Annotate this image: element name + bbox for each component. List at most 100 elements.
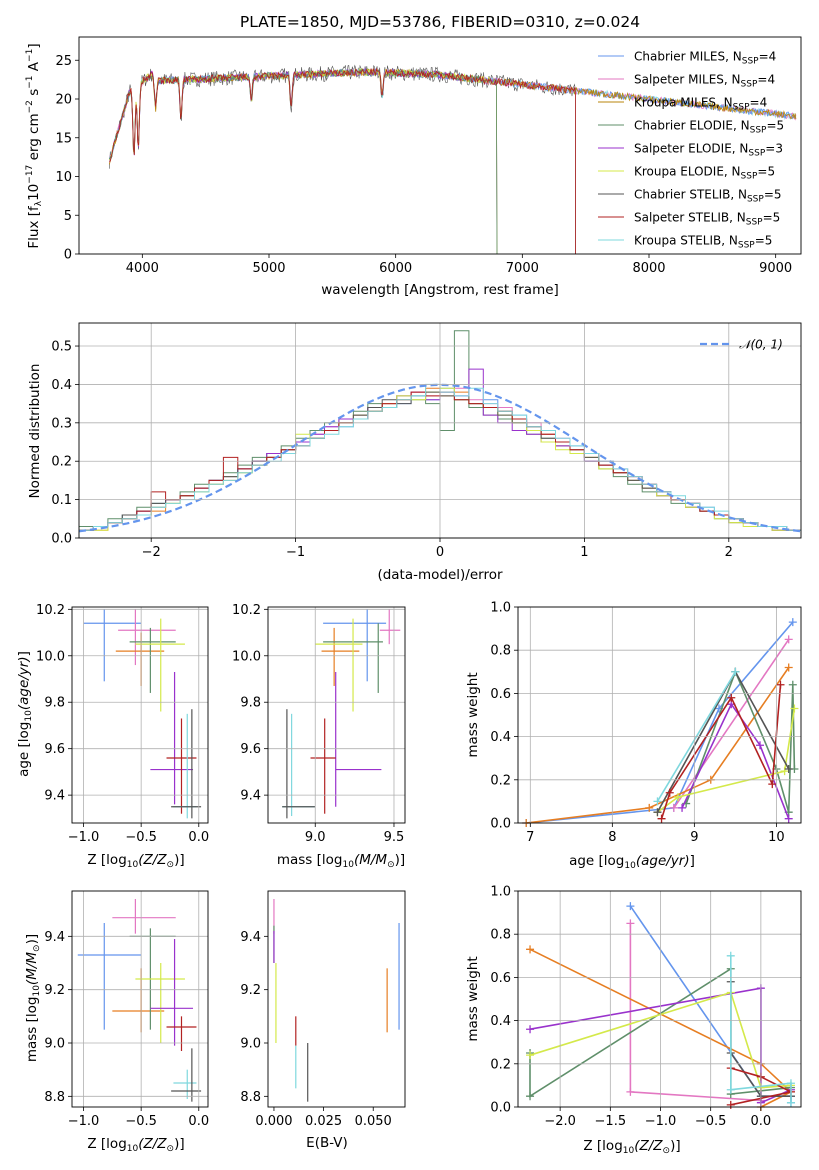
weight-vs-Z-point-8-0 <box>726 951 735 960</box>
spectrum-legend: Chabrier MILES, NSSP=4 Salpeter MILES, NS… <box>598 50 784 251</box>
residuals-xtick-label-1: −1 <box>286 545 305 560</box>
spectrum-title: PLATE=1850, MJD=53786, FIBERID=0310, z=0… <box>240 13 640 31</box>
weight-vs-age-point-4-2 <box>755 741 764 750</box>
weight-vs-Z-point-4-0 <box>526 1025 535 1034</box>
spectrum-ytick-label-2: 10 <box>55 170 72 185</box>
mass-vs-Z-xtick-label-0: −1.0 <box>68 1114 100 1129</box>
residuals-xtick-label-0: −2 <box>142 545 161 560</box>
age-vs-mass-ytick-label-4: 10.2 <box>232 603 261 618</box>
weight-vs-age-ytick-label-2: 0.4 <box>490 730 511 745</box>
mass-vs-Z-errorbar-4 <box>135 963 185 1043</box>
mass-vs-Z-xtick-label-1: −0.5 <box>125 1114 157 1129</box>
weight-vs-age-series-0 <box>526 621 794 824</box>
mass-vs-EBV-panel: 0.000 0.025 0.050 8.8 9.0 9.2 9.4 E(B-V) <box>240 890 406 1151</box>
weight-vs-age-point-2-3 <box>784 663 793 672</box>
mass-vs-Z-errorbar-5 <box>150 939 194 1046</box>
weight-vs-age-point-5-2 <box>780 767 789 776</box>
weight-vs-Z-ytick-label-3: 0.6 <box>490 971 511 986</box>
weight-vs-Z-point-8-3 <box>786 1098 795 1107</box>
spectrum-xtick-label-4: 8000 <box>632 261 665 276</box>
mass-vs-Z-xlabel: Z [log10(Z/Z⊙)] <box>87 1136 184 1154</box>
weight-vs-age-series-5 <box>656 708 796 813</box>
spectrum-line-3 <box>109 68 498 254</box>
age-vs-mass-xtick-label-1: 9.5 <box>384 830 405 845</box>
weight-vs-Z-ytick-label-4: 0.8 <box>490 928 511 943</box>
spectrum-ytick-label-4: 20 <box>55 93 72 108</box>
age-vs-Z-errorbar-2 <box>115 632 165 686</box>
residuals-ylabel: Normed distribution <box>27 364 43 499</box>
mass-vs-EBV-xlabel: E(B-V) <box>306 1135 348 1151</box>
spectrum-ytick-label-5: 25 <box>55 54 72 69</box>
mass-vs-Z-ytick-label-2: 9.2 <box>44 983 65 998</box>
weight-vs-Z-xlabel: Z [log10(Z/Z⊙)] <box>583 1138 680 1156</box>
mass-vs-Z-ytick-label-3: 9.4 <box>44 930 65 945</box>
age-vs-Z-errorbar-3 <box>129 627 176 693</box>
spectrum-line-4 <box>109 67 498 254</box>
weight-vs-age-ylabel: mass weight <box>465 672 481 757</box>
age-vs-Z-xtick-label-1: −0.5 <box>125 830 157 845</box>
age-vs-mass-errorbar-5 <box>335 672 382 807</box>
weight-vs-age-series-4 <box>681 702 790 819</box>
spectrum-legend-label-8: Kroupa STELIB, NSSP=5 <box>634 234 772 251</box>
weight-vs-Z-ytick-label-1: 0.2 <box>490 1057 511 1072</box>
mass-vs-Z-xtick-label-2: 0.0 <box>188 1114 209 1129</box>
residuals-ytick-label-4: 0.4 <box>51 378 72 393</box>
weight-vs-Z-xtick-label-2: −1.0 <box>645 1114 677 1129</box>
weight-vs-Z-ytick-label-5: 1.0 <box>490 885 511 900</box>
spectrum-legend-label-4: Salpeter ELODIE, NSSP=3 <box>634 142 783 159</box>
weight-vs-Z-point-0-0 <box>626 902 635 911</box>
age-vs-mass-errorbar-8 <box>282 709 316 819</box>
weight-vs-age-point-7-3 <box>768 780 777 789</box>
spectrum-ytick-label-3: 15 <box>55 131 72 146</box>
residuals-ytick-label-0: 0.0 <box>51 532 72 547</box>
weight-vs-age-point-8-0 <box>653 797 662 806</box>
residuals-xtick-label-4: 2 <box>725 545 733 560</box>
age-vs-mass-frame <box>267 606 406 824</box>
age-vs-mass-errorbar-1 <box>379 609 401 645</box>
residuals-panel: −2 −1 0 1 2 0.0 0.1 0.2 0.3 0.4 0.5 (data-model)/e… <box>27 322 802 583</box>
age-vs-Z-ytick-label-4: 10.2 <box>36 603 65 618</box>
residuals-legend-label: 𝒩(0, 1) <box>739 338 783 352</box>
mass-vs-EBV-xtick-label-1: 0.025 <box>305 1114 342 1129</box>
weight-vs-Z-point-8-1 <box>726 1085 735 1094</box>
spectrum-xtick-label-2: 6000 <box>379 261 412 276</box>
age-vs-mass-panel: 9.0 9.5 9.4 9.6 9.8 10.0 10.2 mass [log10(M/M⊙… <box>232 603 406 870</box>
age-vs-mass-errorbar-4 <box>315 618 363 712</box>
residuals-xtick-label-3: 1 <box>580 545 588 560</box>
residuals-ytick-label-1: 0.1 <box>51 493 72 508</box>
weight-vs-age-point-3-4 <box>788 680 797 689</box>
residuals-xlabel: (data-model)/error <box>377 567 503 583</box>
age-vs-Z-xlabel: Z [log10(Z/Z⊙)] <box>87 852 184 870</box>
weight-vs-Z-xtick-label-4: 0.0 <box>751 1114 772 1129</box>
weight-vs-age-point-5-1 <box>673 793 682 802</box>
age-vs-Z-errorbar-5 <box>150 672 194 805</box>
age-vs-Z-panel: −1.0 −0.5 0.0 9.4 9.6 9.8 10.0 10.2 Z [log10(Z/… <box>16 603 209 870</box>
weight-vs-Z-point-3-1 <box>526 1092 535 1101</box>
weight-vs-age-frame <box>517 606 802 824</box>
age-vs-mass-xtick-label-0: 9.0 <box>305 830 326 845</box>
age-vs-Z-errorbar-4 <box>135 618 185 712</box>
weight-vs-age-point-1-1 <box>784 635 793 644</box>
weight-vs-age-xtick-label-1: 8 <box>608 830 616 845</box>
mass-vs-Z-frame <box>71 890 209 1108</box>
weight-vs-age-point-7-4 <box>776 680 785 689</box>
spectrum-ylabel: Flux [fλ10−17 erg cm−2 s−1 A−1] <box>25 43 44 248</box>
spectrum-legend-label-1: Salpeter MILES, NSSP=4 <box>634 73 775 90</box>
mass-vs-Z-errorbar-7 <box>173 1069 197 1099</box>
mass-vs-EBV-ytick-label-1: 9.0 <box>240 1037 261 1052</box>
weight-vs-age-xtick-label-2: 9 <box>690 830 698 845</box>
age-vs-mass-errorbar-2 <box>321 627 360 686</box>
age-vs-Z-errorbar-8 <box>171 709 202 819</box>
weight-vs-age-point-7-2 <box>727 693 736 702</box>
weight-vs-Z-point-1-0 <box>626 919 635 928</box>
mass-vs-Z-ytick-label-1: 9.0 <box>44 1037 65 1052</box>
residuals-xtick-label-2: 0 <box>436 545 444 560</box>
weight-vs-Z-xtick-label-1: −1.5 <box>595 1114 627 1129</box>
spectrum-line-7 <box>109 67 576 254</box>
age-vs-mass-ytick-label-2: 9.8 <box>240 696 261 711</box>
age-vs-mass-ytick-label-3: 10.0 <box>232 649 261 664</box>
spectrum-legend-label-2: Kroupa MILES, NSSP=4 <box>634 96 767 113</box>
residuals-ytick-label-5: 0.5 <box>51 340 72 355</box>
spectrum-legend-label-3: Chabrier ELODIE, NSSP=5 <box>634 119 784 136</box>
weight-vs-Z-series-2 <box>529 948 793 1108</box>
